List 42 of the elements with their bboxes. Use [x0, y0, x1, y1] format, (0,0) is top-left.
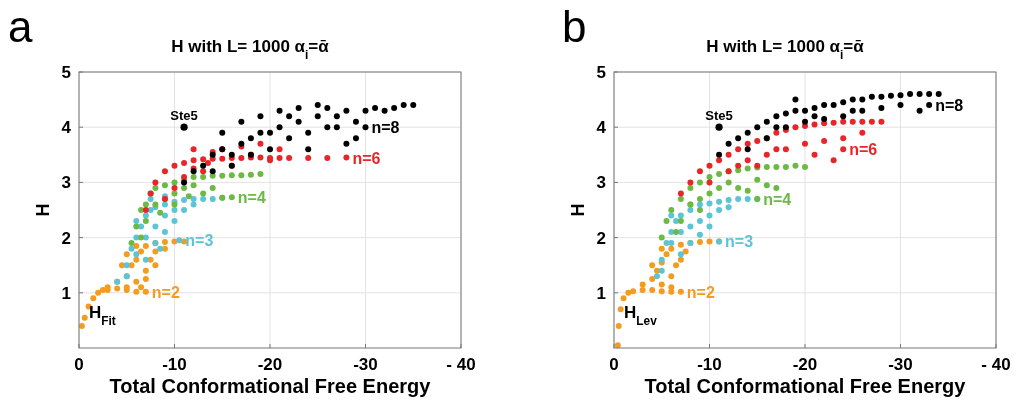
x-tick-label: -30 — [353, 355, 378, 374]
y-tick-label: 2 — [596, 228, 606, 248]
series-label: Ste5 — [705, 108, 733, 124]
y-axis-title: H — [33, 203, 53, 217]
series-label: n=6 — [849, 141, 878, 159]
y-tick-label: 4 — [61, 118, 72, 138]
series-label: n=8 — [371, 119, 400, 137]
y-tick-label: 1 — [596, 283, 606, 303]
y-tick-label: 5 — [61, 63, 71, 82]
annotation: H$_{Fit}$ — [89, 303, 116, 328]
x-tick-label: -10 — [162, 355, 187, 374]
text: b — [562, 2, 587, 51]
series-label: n=4 — [237, 189, 266, 207]
series-label: Ste5 — [170, 108, 198, 124]
x-axis-title: Total Conformational Free Energy — [644, 375, 967, 397]
x-tick-label: -20 — [257, 355, 283, 374]
x-tick-label: 0 — [609, 355, 619, 374]
series-label: n=8 — [935, 97, 964, 115]
series-label: n=2 — [151, 283, 180, 301]
y-tick-label: 2 — [61, 228, 71, 248]
x-tick-label: -10 — [697, 355, 722, 374]
x-tick-label: - 40 — [446, 355, 476, 374]
x-tick-label: -20 — [792, 355, 818, 374]
y-tick-label: 4 — [596, 118, 607, 138]
x-tick-label: 0 — [74, 355, 84, 374]
series-label: n=4 — [763, 190, 792, 208]
x-tick-label: - 40 — [981, 355, 1011, 374]
chart-title: H with L= 1000 α$_{i}$=ᾱ — [706, 37, 865, 62]
chart-title: H with L= 1000 α$_{i}$=ᾱ — [171, 37, 330, 62]
x-axis-title: Total Conformational Free Energy — [109, 375, 432, 397]
y-tick-label: 1 — [61, 283, 71, 303]
series-label: n=3 — [725, 233, 754, 251]
series-label: n=6 — [352, 149, 381, 167]
y-tick-label: 3 — [596, 173, 606, 193]
y-axis-title: H — [568, 203, 588, 217]
series-label: n=2 — [686, 283, 715, 301]
y-tick-label: 5 — [596, 63, 606, 82]
annotation: H$_{Lev}$ — [624, 303, 658, 328]
y-tick-label: 3 — [61, 173, 71, 193]
series-label: n=3 — [185, 232, 214, 250]
text: a — [8, 2, 33, 51]
x-tick-label: -30 — [888, 355, 913, 374]
